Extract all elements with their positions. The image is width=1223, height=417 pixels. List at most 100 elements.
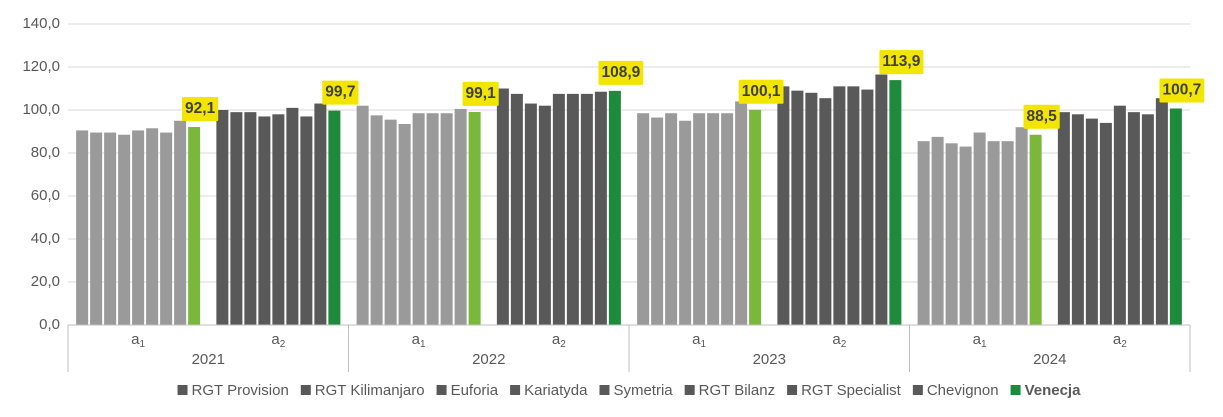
legend-label: Kariatyda bbox=[524, 382, 588, 399]
bar bbox=[735, 101, 748, 326]
bar bbox=[216, 110, 229, 325]
y-tick-label: 100,0 bbox=[22, 101, 60, 118]
category-sub: 2 bbox=[841, 339, 847, 350]
bar bbox=[328, 110, 341, 326]
legend-swatch bbox=[1010, 385, 1021, 395]
value-label: 100,1 bbox=[742, 83, 781, 100]
bar bbox=[356, 105, 369, 325]
value-label-bg bbox=[598, 60, 644, 85]
bar bbox=[398, 123, 411, 325]
legend-swatch bbox=[510, 385, 521, 395]
bar bbox=[510, 93, 523, 325]
bar bbox=[566, 93, 579, 325]
legend-label: RGT Specialist bbox=[801, 382, 902, 399]
category-base: a bbox=[271, 331, 280, 348]
bar bbox=[987, 141, 1000, 325]
bar bbox=[819, 98, 832, 325]
category-sub: 1 bbox=[420, 339, 426, 350]
bar bbox=[1127, 112, 1140, 326]
x-category-label: a2 bbox=[1113, 331, 1127, 350]
bar bbox=[1015, 127, 1028, 325]
legend-label: RGT Kilimanjaro bbox=[315, 382, 425, 399]
bar bbox=[538, 105, 551, 325]
x-category-label: a1 bbox=[131, 331, 145, 350]
bar bbox=[721, 113, 734, 325]
bar bbox=[594, 91, 607, 325]
bar bbox=[665, 113, 678, 325]
bar bbox=[160, 132, 173, 325]
category-sub: 1 bbox=[140, 339, 146, 350]
bar bbox=[454, 108, 467, 325]
bar bbox=[1141, 114, 1154, 325]
legend-label: Chevignon bbox=[927, 382, 999, 399]
value-label-bg bbox=[879, 50, 924, 75]
bar bbox=[90, 132, 103, 325]
bar bbox=[637, 113, 650, 325]
x-category-label: a2 bbox=[832, 331, 846, 350]
bar bbox=[524, 103, 537, 325]
legend-swatch bbox=[787, 385, 798, 395]
value-label: 100,7 bbox=[1162, 82, 1201, 99]
category-base: a bbox=[412, 331, 421, 348]
category-sub: 2 bbox=[1121, 339, 1127, 350]
x-category-label: a1 bbox=[973, 331, 987, 350]
bar bbox=[1001, 141, 1014, 325]
legend-item: Kariatyda bbox=[510, 382, 588, 399]
value-label: 92,1 bbox=[185, 100, 216, 117]
bar bbox=[412, 113, 425, 325]
legend-label: Venecja bbox=[1025, 382, 1082, 399]
bar bbox=[945, 143, 958, 325]
value-label: 99,1 bbox=[466, 85, 497, 102]
y-tick-label: 20,0 bbox=[31, 273, 60, 290]
y-tick-label: 120,0 bbox=[22, 58, 60, 75]
bar bbox=[132, 130, 145, 325]
legend-swatch bbox=[436, 385, 447, 395]
value-label: 99,7 bbox=[325, 84, 355, 101]
value-label: 113,9 bbox=[882, 53, 920, 70]
category-sub: 2 bbox=[560, 339, 566, 350]
category-base: a bbox=[552, 331, 561, 348]
bar bbox=[833, 86, 846, 325]
bar bbox=[777, 86, 790, 325]
legend-item: Symetria bbox=[599, 382, 673, 399]
legend-swatch bbox=[599, 385, 610, 395]
bar bbox=[875, 74, 888, 326]
x-group-label: 2022 bbox=[472, 351, 505, 368]
bar bbox=[496, 88, 509, 325]
bar bbox=[1057, 112, 1070, 326]
bar bbox=[258, 116, 271, 325]
bar bbox=[791, 90, 804, 326]
category-base: a bbox=[1113, 331, 1122, 348]
legend-item: Venecja bbox=[1010, 382, 1082, 399]
category-sub: 1 bbox=[981, 339, 987, 350]
legend-item: RGT Specialist bbox=[787, 382, 902, 399]
bar bbox=[1155, 98, 1168, 325]
bar bbox=[1071, 114, 1084, 325]
bar bbox=[426, 113, 439, 325]
bar bbox=[651, 117, 664, 326]
category-base: a bbox=[832, 331, 841, 348]
bar bbox=[608, 90, 621, 326]
bar bbox=[118, 134, 131, 325]
bar bbox=[1085, 118, 1098, 325]
bar bbox=[188, 126, 201, 325]
bar bbox=[917, 141, 930, 325]
bar bbox=[959, 146, 972, 325]
legend-item: RGT Bilanz bbox=[684, 382, 775, 399]
legend-item: Chevignon bbox=[912, 382, 999, 399]
bar bbox=[286, 107, 299, 325]
legend-item: RGT Kilimanjaro bbox=[300, 382, 425, 399]
category-base: a bbox=[131, 331, 140, 348]
value-label-bg bbox=[462, 81, 499, 106]
category-sub: 2 bbox=[280, 339, 286, 350]
bar bbox=[861, 89, 874, 325]
legend-swatch bbox=[177, 385, 188, 395]
bar bbox=[580, 93, 593, 325]
legend-swatch bbox=[300, 385, 311, 395]
bar bbox=[300, 116, 313, 325]
bar bbox=[931, 136, 944, 325]
x-category-label: a1 bbox=[692, 331, 706, 350]
bar bbox=[314, 103, 327, 325]
bar bbox=[104, 132, 117, 325]
